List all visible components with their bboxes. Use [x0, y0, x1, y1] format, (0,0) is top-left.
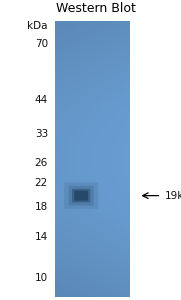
Text: 70: 70: [35, 39, 48, 49]
Text: 22: 22: [35, 178, 48, 188]
Text: 10: 10: [35, 272, 48, 283]
Text: 18: 18: [35, 202, 48, 212]
Text: 26: 26: [35, 158, 48, 168]
Text: 44: 44: [35, 95, 48, 105]
Text: 19kDa: 19kDa: [165, 190, 181, 201]
FancyBboxPatch shape: [64, 182, 98, 209]
Text: kDa: kDa: [28, 21, 48, 31]
Text: 33: 33: [35, 129, 48, 140]
Text: 14: 14: [35, 232, 48, 242]
FancyBboxPatch shape: [74, 190, 88, 201]
FancyBboxPatch shape: [69, 186, 94, 206]
Text: Western Blot: Western Blot: [56, 2, 136, 16]
FancyBboxPatch shape: [72, 189, 90, 202]
